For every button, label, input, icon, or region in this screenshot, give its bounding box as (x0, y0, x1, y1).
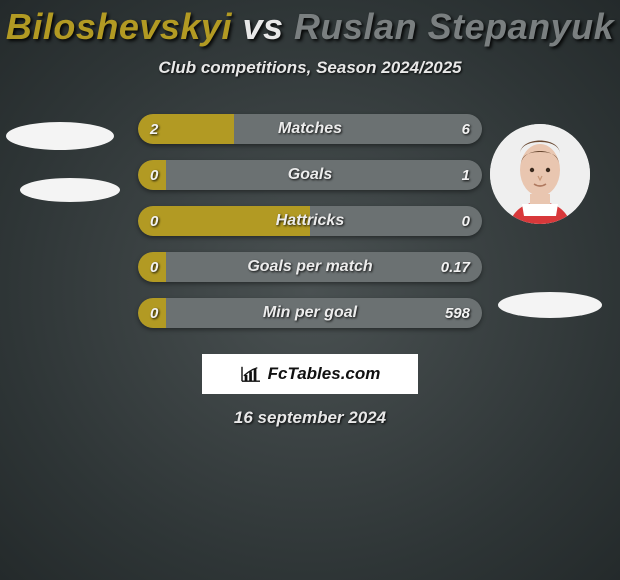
stat-fill-right (234, 114, 482, 144)
stat-fill-left (138, 206, 310, 236)
stat-value-right: 6 (462, 114, 470, 144)
stat-value-left: 0 (150, 298, 158, 328)
stat-bars: 26Matches01Goals00Hattricks00.17Goals pe… (138, 114, 482, 344)
stat-value-left: 0 (150, 252, 158, 282)
subtitle: Club competitions, Season 2024/2025 (0, 58, 620, 78)
stat-value-left: 0 (150, 160, 158, 190)
stat-fill-right (166, 252, 482, 282)
stat-value-right: 0.17 (441, 252, 470, 282)
stat-value-left: 0 (150, 206, 158, 236)
bar-chart-icon (240, 365, 262, 383)
stat-value-right: 0 (462, 206, 470, 236)
stat-fill-right (166, 160, 482, 190)
title-right-name: Ruslan Stepanyuk (294, 6, 614, 47)
stat-row: 0598Min per goal (138, 298, 482, 328)
player-left-shadow (6, 122, 114, 150)
title-vs: vs (242, 6, 283, 47)
player-right-shadow (498, 292, 602, 318)
stat-row: 01Goals (138, 160, 482, 190)
avatar-icon (490, 124, 590, 224)
stat-row: 26Matches (138, 114, 482, 144)
stat-fill-right (166, 298, 482, 328)
player-left-shadow-2 (20, 178, 120, 202)
player-right-photo (490, 124, 590, 224)
brand-badge: FcTables.com (202, 354, 418, 394)
date-text: 16 september 2024 (0, 408, 620, 428)
stat-value-right: 1 (462, 160, 470, 190)
title-left-name: Biloshevskyi (6, 6, 232, 47)
comparison-title: Biloshevskyi vs Ruslan Stepanyuk (0, 0, 620, 48)
stat-value-left: 2 (150, 114, 158, 144)
stat-row: 00Hattricks (138, 206, 482, 236)
brand-text: FcTables.com (268, 364, 381, 384)
stat-row: 00.17Goals per match (138, 252, 482, 282)
stat-fill-right (310, 206, 482, 236)
stat-value-right: 598 (445, 298, 470, 328)
